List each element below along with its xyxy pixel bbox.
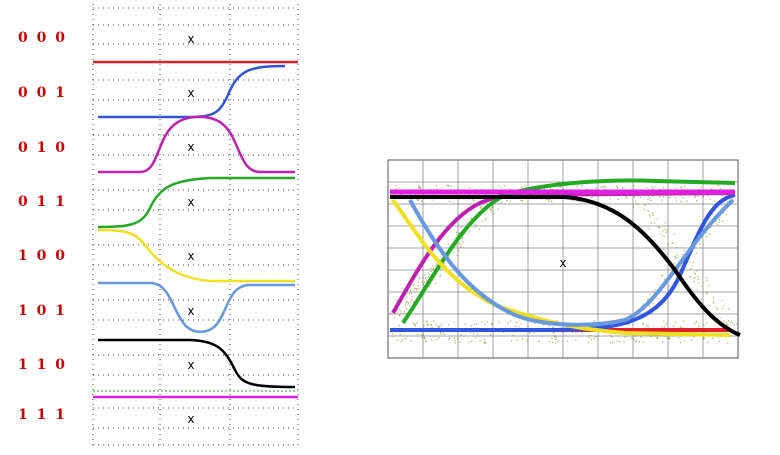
dotted-grid [92,4,299,448]
eye-trace-101 [408,198,735,327]
center-mark-101: x [187,304,194,318]
trace-101 [98,281,295,333]
center-mark-011: x [187,195,194,209]
code-label-111: 1 1 1 [18,407,67,423]
trace-010 [98,115,295,174]
trace-110 [98,338,296,389]
code-label-001: 0 0 1 [18,85,67,101]
eye-trace-110 [390,195,741,337]
code-label-010: 0 1 0 [18,140,67,156]
code-label-110: 1 1 0 [18,357,67,373]
transition-panel: x x x x x x x x [92,4,299,448]
center-mark-001: x [187,86,194,100]
code-label-000: 0 0 0 [18,30,67,46]
code-label-100: 1 0 0 [18,248,67,264]
center-mark-000: x [187,32,194,46]
center-mark-010: x [187,140,194,154]
code-label-011: 0 1 1 [18,194,67,210]
center-mark-110: x [187,358,194,372]
eye-diagram: x [387,159,741,359]
code-label-101: 1 0 1 [18,303,67,319]
center-mark-111: x [187,412,194,426]
center-mark-100: x [187,249,194,263]
trace-011 [97,176,295,229]
eye-trace-001 [390,193,736,332]
trace-100 [97,228,295,283]
eye-center-mark: x [559,256,566,270]
